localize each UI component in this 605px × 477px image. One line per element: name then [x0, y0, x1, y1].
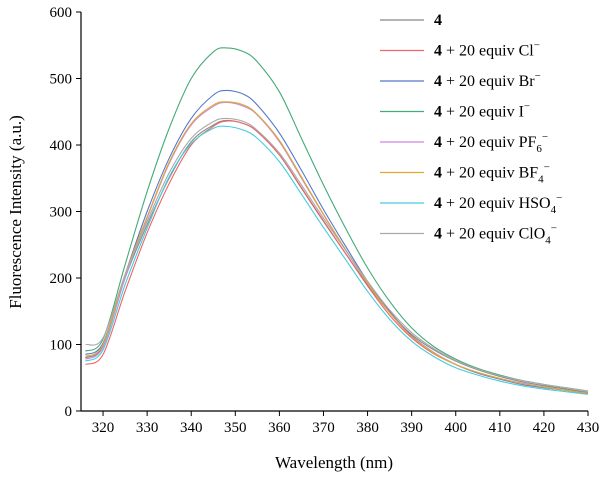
legend-label: 4 + 20 equiv I− — [434, 101, 530, 121]
x-tick-label: 370 — [312, 420, 335, 436]
legend-item: 4 + 20 equiv ClO4− — [380, 223, 557, 247]
legend-suffix: + 20 equiv — [442, 43, 519, 60]
legend-label: 4 + 20 equiv PF6− — [434, 131, 548, 155]
series-line — [85, 89, 589, 394]
x-tick-label: 340 — [180, 420, 203, 436]
legend-suffix: + 20 equiv — [442, 165, 519, 182]
legend-ion-subscript: 4 — [538, 174, 544, 186]
legend-ion: HSO — [519, 195, 551, 212]
legend-compound: 4 — [434, 226, 442, 243]
legend-ion: PF — [519, 134, 537, 151]
legend-compound: 4 — [434, 104, 442, 121]
x-tick-label: 380 — [356, 420, 379, 436]
legend-ion-subscript: 4 — [551, 204, 557, 216]
legend-charge: − — [544, 162, 550, 174]
y-tick-label: 300 — [50, 205, 73, 221]
legend-compound: 4 — [434, 165, 442, 182]
legend-label: 4 + 20 equiv HSO4− — [434, 192, 562, 216]
y-tick-label: 600 — [50, 5, 73, 21]
legend-charge: − — [534, 40, 540, 52]
legend-ion: I — [519, 104, 524, 121]
x-tick-label: 390 — [400, 420, 423, 436]
x-tick-label: 400 — [444, 420, 467, 436]
y-tick-label: 0 — [65, 404, 73, 420]
legend-charge: − — [556, 192, 562, 204]
series-layer — [85, 47, 589, 395]
legend-label: 4 — [434, 12, 442, 29]
x-tick-label: 330 — [136, 420, 159, 436]
series-line — [85, 125, 589, 395]
series-line — [85, 119, 589, 393]
legend: 44 + 20 equiv Cl−4 + 20 equiv Br−4 + 20 … — [380, 12, 562, 247]
legend-charge: − — [524, 101, 530, 113]
legend-charge: − — [551, 223, 557, 235]
x-tick-label: 350 — [224, 420, 247, 436]
series-line — [85, 120, 589, 395]
legend-label: 4 + 20 equiv Cl− — [434, 40, 540, 60]
legend-item: 4 + 20 equiv HSO4− — [380, 192, 562, 216]
legend-label: 4 + 20 equiv BF4− — [434, 162, 550, 186]
legend-compound: 4 — [434, 43, 442, 60]
legend-item: 4 + 20 equiv BF4− — [380, 162, 550, 186]
legend-compound: 4 — [434, 195, 442, 212]
legend-ion: Cl — [519, 43, 535, 60]
y-tick-label: 400 — [50, 138, 73, 154]
legend-suffix: + 20 equiv — [442, 195, 519, 212]
legend-item: 4 + 20 equiv I− — [380, 101, 530, 121]
legend-compound: 4 — [434, 134, 442, 151]
legend-item: 4 — [380, 12, 442, 29]
legend-suffix: + 20 equiv — [442, 226, 519, 243]
legend-item: 4 + 20 equiv Cl− — [380, 40, 540, 60]
legend-label: 4 + 20 equiv Br− — [434, 70, 541, 90]
legend-ion: ClO — [519, 226, 546, 243]
legend-item: 4 + 20 equiv PF6− — [380, 131, 548, 155]
legend-ion: Br — [519, 73, 536, 90]
legend-suffix: + 20 equiv — [442, 104, 519, 121]
legend-compound: 4 — [434, 73, 442, 90]
legend-ion: BF — [519, 165, 539, 182]
series-line — [85, 101, 589, 394]
y-tick-label: 500 — [50, 72, 73, 88]
x-tick-label: 320 — [92, 420, 115, 436]
ticks-layer: 320 330 340 350 360 370 380 390 400 410 420 4300100… — [50, 5, 600, 436]
legend-ion-subscript: 4 — [545, 235, 551, 247]
series-line — [85, 47, 589, 392]
y-axis-title: Fluorescence Intensity (a.u.) — [6, 115, 25, 309]
x-tick-label: 360 — [268, 420, 291, 436]
x-tick-label: 420 — [533, 420, 556, 436]
y-tick-label: 100 — [50, 338, 73, 354]
x-tick-label: 430 — [577, 420, 600, 436]
x-axis-title: Wavelength (nm) — [275, 453, 393, 472]
series-line — [85, 117, 589, 392]
legend-compound: 4 — [434, 12, 442, 29]
legend-charge: − — [535, 70, 541, 82]
legend-charge: − — [542, 131, 548, 143]
legend-suffix: + 20 equiv — [442, 73, 519, 90]
legend-item: 4 + 20 equiv Br− — [380, 70, 541, 90]
legend-label: 4 + 20 equiv ClO4− — [434, 223, 557, 247]
legend-ion-subscript: 6 — [536, 143, 542, 155]
x-tick-label: 410 — [489, 420, 512, 436]
y-tick-label: 200 — [50, 271, 73, 287]
legend-suffix: + 20 equiv — [442, 134, 519, 151]
